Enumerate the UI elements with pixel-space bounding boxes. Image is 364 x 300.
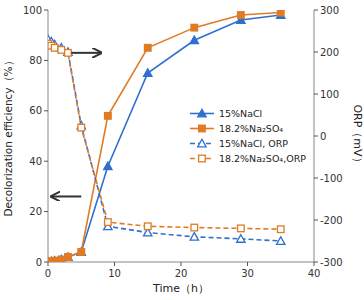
x-tick: [314, 262, 315, 266]
point: [191, 24, 198, 31]
legend-item: 18.2%Na₂SO₄: [190, 123, 283, 134]
point: [64, 253, 72, 261]
y2-tick: [314, 94, 318, 95]
y-tick: [44, 60, 48, 61]
point: [58, 256, 65, 262]
y-tick-label: 60: [29, 105, 42, 116]
arrow: [71, 52, 101, 54]
point: [104, 162, 112, 170]
y-tick: [44, 211, 48, 212]
y-tick-label: 40: [29, 156, 42, 167]
point: [58, 47, 65, 54]
point: [144, 69, 152, 77]
legend-item: 15%NaCl, ORP: [190, 138, 288, 149]
point: [144, 223, 151, 230]
x-tick-label: 10: [108, 268, 121, 279]
point: [277, 10, 284, 16]
x-tick-label: 40: [308, 268, 321, 279]
point: [51, 257, 58, 262]
y-tick-label: 80: [29, 55, 42, 66]
x-tick: [48, 262, 49, 266]
x-tick: [247, 262, 248, 266]
y-axis-label: Decolorization efficiency（%）: [2, 55, 14, 216]
arrow: [51, 195, 81, 197]
y2-tick: [314, 136, 318, 137]
point: [238, 225, 245, 232]
point: [190, 36, 198, 44]
legend-label: 15%NaCl: [219, 108, 262, 119]
y2-tick-label: -200: [320, 215, 343, 226]
legend-label: 18.2%Na₂SO₄,ORP: [219, 153, 306, 164]
point: [105, 219, 112, 226]
x-tick: [181, 262, 182, 266]
y2-tick-label: 300: [320, 5, 339, 16]
point: [105, 113, 112, 120]
x-tick-label: 30: [241, 268, 254, 279]
y2-tick: [314, 52, 318, 53]
legend-marker: [198, 109, 206, 117]
legend-marker: [198, 139, 206, 147]
point: [77, 248, 85, 256]
legend-label: 15%NaCl, ORP: [219, 138, 288, 149]
point: [64, 48, 72, 56]
y2-tick-label: 100: [320, 89, 339, 100]
y-tick-label: 20: [29, 206, 42, 217]
point: [277, 226, 284, 233]
point: [238, 12, 245, 19]
y-tick: [44, 10, 48, 11]
point: [78, 124, 85, 131]
y-tick-label: 0: [36, 257, 42, 268]
y2-tick-label: -300: [320, 257, 343, 268]
point: [144, 45, 151, 52]
y-tick-label: 100: [23, 5, 42, 16]
legend-label: 18.2%Na₂SO₄: [219, 123, 283, 134]
point: [191, 224, 198, 231]
x-tick: [114, 262, 115, 266]
y-tick: [44, 161, 48, 162]
chart: 0 10 20 30 40 0 20 40 60 80 100 -300 -200 -100 0 100 200…: [0, 0, 364, 300]
legend-item: 15%NaCl: [190, 108, 262, 119]
y2-tick-label: -100: [320, 173, 343, 184]
plot-area: [48, 10, 285, 262]
series-line: [48, 44, 281, 230]
point: [65, 50, 72, 57]
y-tick: [44, 110, 48, 111]
legend-marker: [199, 155, 206, 162]
y2-tick: [314, 262, 318, 263]
point: [277, 237, 285, 245]
point: [51, 45, 58, 52]
point: [237, 235, 245, 243]
x-tick-label: 20: [175, 268, 188, 279]
x-axis-label: Time（h）: [152, 282, 209, 295]
legend-item: 18.2%Na₂SO₄,ORP: [190, 153, 306, 164]
y2-tick: [314, 220, 318, 221]
point: [190, 233, 198, 241]
y2-tick: [314, 178, 318, 179]
y2-tick-label: 0: [320, 131, 326, 142]
y2-axis-label: ORP（mV）: [351, 104, 364, 167]
legend-marker: [199, 125, 206, 132]
legend: 15%NaCl 18.2%Na₂SO₄ 15%NaCl, ORP 18.2%Na₂SO…: [190, 108, 306, 164]
x-tick-label: 0: [45, 268, 51, 279]
y-tick: [44, 262, 48, 263]
point: [78, 249, 85, 256]
y2-tick-label: 200: [320, 47, 339, 58]
point: [65, 254, 72, 261]
y2-tick: [314, 10, 318, 11]
